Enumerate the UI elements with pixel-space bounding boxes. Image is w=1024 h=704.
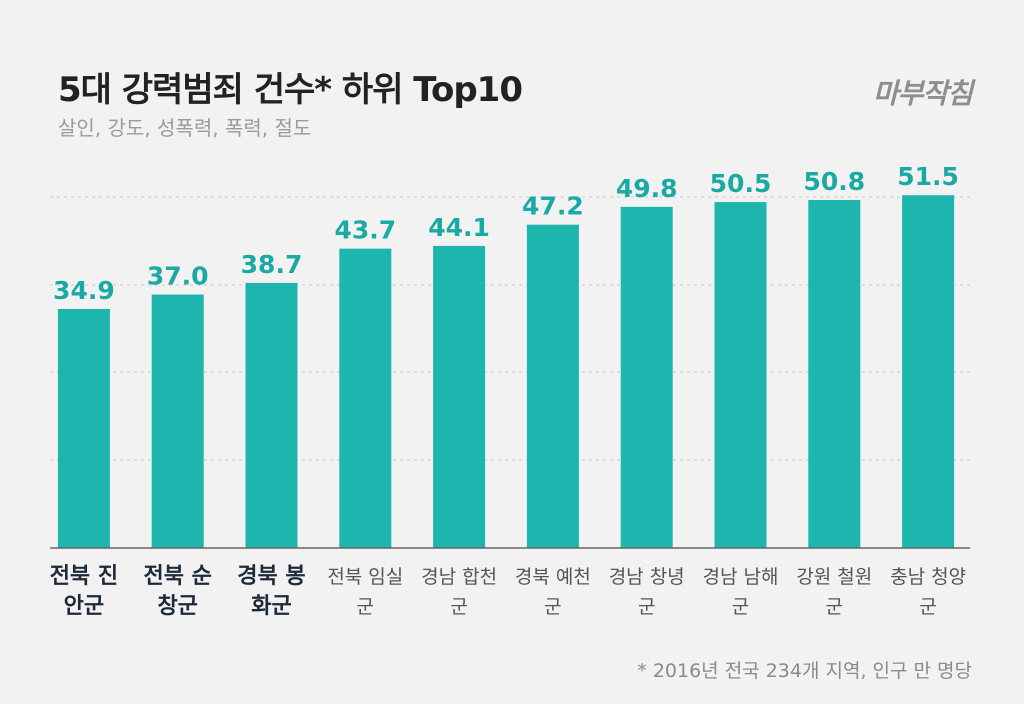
bar — [339, 248, 392, 548]
value-label: 38.7 — [241, 250, 303, 279]
bar — [151, 294, 204, 548]
bar — [245, 282, 298, 548]
brand: 마부작침 — [872, 77, 973, 110]
x-tick-label: 경북 예천군 — [514, 566, 591, 618]
bar — [433, 245, 486, 549]
value-label: 47.2 — [522, 192, 584, 221]
chart-title: 5대 강력범죄 건수* 하위 Top10 — [58, 70, 523, 110]
bar — [808, 200, 861, 548]
value-label: 51.5 — [897, 162, 959, 191]
x-tick-label: 경북 봉화군 — [237, 564, 306, 619]
x-tick-label: 전북 진안군 — [49, 564, 119, 619]
x-tick-label: 경남 남해군 — [702, 566, 779, 618]
bar — [714, 202, 767, 548]
bar — [526, 224, 579, 548]
value-label: 44.1 — [428, 213, 490, 242]
value-label: 34.9 — [53, 276, 115, 305]
x-tick-label: 강원 철원군 — [796, 566, 873, 618]
value-label: 50.5 — [710, 169, 772, 198]
x-tick-label: 전북 임실군 — [327, 566, 404, 618]
value-label: 37.0 — [147, 262, 209, 291]
bar — [902, 195, 955, 548]
x-tick-label: 경남 합천군 — [421, 566, 498, 618]
x-tick-label: 경남 창녕군 — [608, 566, 685, 618]
bar — [620, 206, 673, 548]
x-tick-label: 전북 순창군 — [143, 564, 212, 619]
subtitle: 살인, 강도, 성폭력, 폭력, 절도 — [58, 116, 312, 140]
value-label: 43.7 — [334, 216, 396, 245]
x-tick-label: 충남 청양군 — [890, 566, 967, 618]
value-label: 49.8 — [616, 174, 678, 203]
value-label: 50.8 — [803, 167, 865, 196]
bar — [57, 308, 110, 548]
footnote: * 2016년 전국 234개 지역, 인구 만 명당 — [637, 660, 972, 682]
